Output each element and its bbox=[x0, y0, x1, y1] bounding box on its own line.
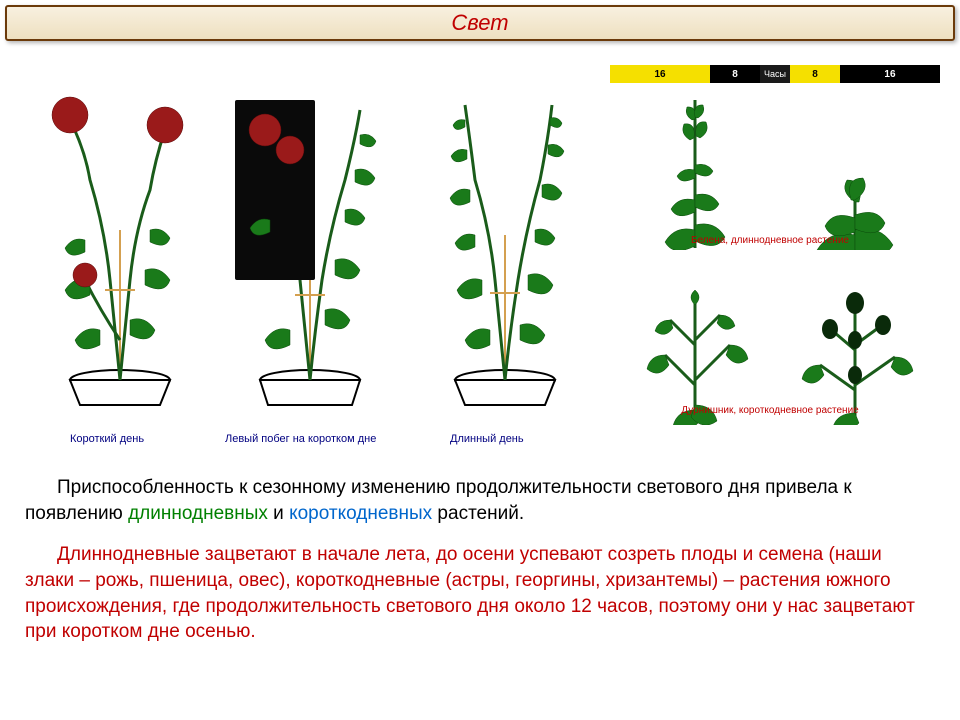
term-short-day: короткодневных bbox=[289, 503, 432, 524]
seg-16-light: 16 bbox=[610, 65, 710, 83]
seg-8-light: 8 bbox=[790, 65, 840, 83]
caption-long-day: Длинный день bbox=[450, 433, 524, 445]
paragraph-2: Длиннодневные зацветают в начале лета, д… bbox=[25, 542, 935, 645]
figures-area: Короткий день Левый побег на коротком дн… bbox=[0, 55, 960, 455]
henbane-shortday bbox=[780, 90, 930, 250]
caption-partial: Левый побег на коротком дне bbox=[225, 433, 376, 445]
p1-suffix: растений. bbox=[432, 503, 524, 524]
title-bar: Свет bbox=[5, 5, 955, 41]
body-text: Приспособленность к сезонному изменению … bbox=[25, 475, 935, 661]
photoperiod-compare-group: 16 8 Часы 8 16 bbox=[610, 65, 940, 445]
hours-label: Часы bbox=[760, 65, 790, 83]
caption-short-day: Короткий день bbox=[70, 433, 144, 445]
cocklebur-longday bbox=[620, 285, 770, 425]
paragraph-1: Приспособленность к сезонному изменению … bbox=[25, 475, 935, 526]
caption-cocklebur: Дурнишник, короткодневное растение bbox=[610, 405, 930, 416]
quad-plants bbox=[610, 90, 930, 430]
henbane-longday bbox=[620, 90, 770, 250]
pot-plant-partial-dark bbox=[210, 80, 410, 415]
p1-mid: и bbox=[268, 503, 289, 524]
caption-henbane: Белена, длиннодневное растение bbox=[610, 235, 930, 246]
pot-plant-long-day bbox=[420, 80, 590, 415]
cocklebur-shortday bbox=[780, 285, 930, 425]
pot-plant-short-day bbox=[30, 80, 210, 415]
seg-8-dark: 8 bbox=[710, 65, 760, 83]
term-long-day: длиннодневных bbox=[128, 503, 268, 524]
hours-scale-bar: 16 8 Часы 8 16 bbox=[610, 65, 940, 83]
potted-plants-group: Короткий день Левый побег на коротком дн… bbox=[30, 65, 590, 445]
seg-16-dark: 16 bbox=[840, 65, 940, 83]
page-title: Свет bbox=[451, 10, 508, 36]
